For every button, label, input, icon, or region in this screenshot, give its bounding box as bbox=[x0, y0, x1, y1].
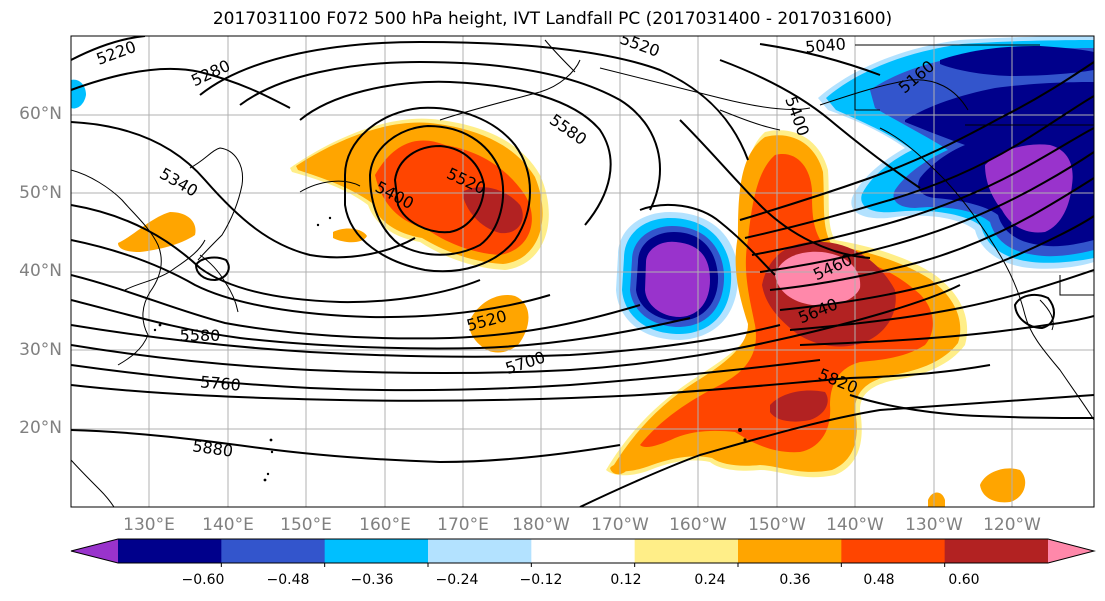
lon-label-180w: 180°W bbox=[512, 515, 570, 535]
colorbar-segment bbox=[221, 539, 326, 563]
colorbar-tick-label: −0.36 bbox=[350, 572, 394, 588]
lon-label-150e: 150°E bbox=[280, 515, 332, 535]
lon-label-130e: 130°E bbox=[123, 515, 175, 535]
colorbar-segments bbox=[118, 539, 1049, 563]
lat-label-40n: 40°N bbox=[19, 261, 62, 281]
colorbar-segment bbox=[634, 539, 739, 563]
lon-label-140w: 140°W bbox=[826, 515, 884, 535]
height-contours bbox=[71, 36, 1094, 507]
ivt-patch-subtropics-east bbox=[980, 468, 1026, 503]
map-title: 2017031100 F072 500 hPa height, IVT Land… bbox=[212, 9, 893, 29]
lat-label-60n: 60°N bbox=[19, 104, 62, 124]
colorbar-extend-low bbox=[71, 539, 118, 563]
lon-label-170e: 170°E bbox=[437, 515, 489, 535]
lon-label-130w: 130°W bbox=[905, 515, 963, 535]
colorbar-tick-label: 0.48 bbox=[863, 572, 895, 588]
colorbar-tick-label: −0.48 bbox=[266, 572, 310, 588]
colorbar-outline bbox=[70, 538, 1096, 564]
colorbar-tick-label: 0.60 bbox=[948, 572, 980, 588]
lon-label-160e: 160°E bbox=[359, 515, 411, 535]
ivt-patch-small bbox=[928, 492, 945, 507]
colorbar-tick-label: −0.12 bbox=[519, 572, 563, 588]
lon-label-160w: 160°W bbox=[669, 515, 727, 535]
colorbar-tick-label: 0.36 bbox=[779, 572, 811, 588]
lon-label-150w: 150°W bbox=[748, 515, 806, 535]
lat-label-30n: 30°N bbox=[19, 340, 62, 360]
colorbar-extend-high bbox=[1048, 539, 1094, 563]
lat-label-20n: 20°N bbox=[19, 418, 62, 438]
map-panel: 5220 5280 5340 5400 5520 5580 5520 5700 … bbox=[71, 34, 1094, 507]
colorbar-tick-label: 0.24 bbox=[694, 572, 726, 588]
lat-label-50n: 50°N bbox=[19, 183, 62, 203]
contour-label: 5760 bbox=[199, 372, 241, 394]
colorbar-segment bbox=[531, 539, 636, 563]
colorbar-segment bbox=[118, 539, 222, 563]
colorbar-segment bbox=[428, 539, 532, 563]
map-frame bbox=[70, 35, 1095, 508]
colorbar bbox=[70, 538, 1096, 567]
colorbar-segment bbox=[738, 539, 842, 563]
map-islands bbox=[153, 216, 747, 482]
colorbar-tick-label: −0.24 bbox=[435, 572, 479, 588]
map-gridlines bbox=[71, 36, 1094, 507]
ivt-negative-anomaly-northeast bbox=[818, 36, 1094, 269]
colorbar-tickmarks bbox=[220, 563, 946, 567]
colorbar-tick-label: −0.60 bbox=[181, 572, 225, 588]
contour-label: 5040 bbox=[804, 34, 846, 56]
colorbar-segment bbox=[841, 539, 946, 563]
colorbar-tick-label: 0.12 bbox=[610, 572, 642, 588]
lon-label-170w: 170°W bbox=[591, 515, 649, 535]
colorbar-segment bbox=[324, 539, 429, 563]
lon-label-120w: 120°W bbox=[983, 515, 1041, 535]
lon-label-140e: 140°E bbox=[202, 515, 254, 535]
contour-label: 5580 bbox=[180, 326, 221, 345]
ivt-negative-anomaly-central bbox=[616, 212, 739, 340]
colorbar-segment bbox=[944, 539, 1049, 563]
